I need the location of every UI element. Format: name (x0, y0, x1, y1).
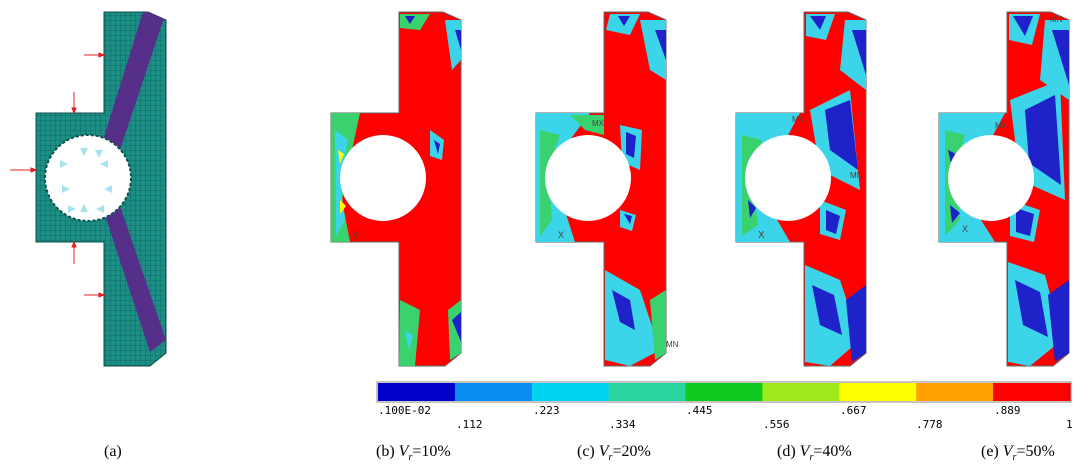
caption-e-sub: r (1012, 452, 1017, 464)
legend-swatch-0 (378, 383, 456, 401)
marker-x-c: X (558, 230, 564, 240)
caption-e-value: =50% (1016, 443, 1055, 460)
legend-tick-7: .778 (916, 418, 943, 431)
legend-swatch-7 (916, 383, 994, 401)
marker-mn-e: MN (1050, 15, 1063, 24)
panel-e-contour: MX MN X (938, 11, 1070, 367)
marker-mx-d: MX (792, 115, 805, 124)
caption-d: (d) Vr=40% (777, 443, 852, 463)
caption-b: (b) Vr=10% (376, 443, 451, 463)
legend-tick-0: .100E-02 (378, 404, 431, 417)
contour-legend (376, 381, 1072, 403)
legend-tick-6: .667 (840, 404, 867, 417)
marker-mn-d: MN (850, 171, 863, 180)
legend-swatch-8 (993, 383, 1071, 401)
inclined-band-lower (102, 206, 166, 352)
caption-c: (c) Vr=20% (577, 443, 651, 463)
legend-swatch-4 (685, 383, 763, 401)
caption-b-sub: r (408, 452, 413, 464)
legend-tick-2: .223 (533, 404, 560, 417)
caption-b-value: =10% (412, 443, 451, 460)
inclined-band-upper (100, 12, 166, 150)
caption-e-var: V (1002, 443, 1013, 460)
legend-swatch-1 (454, 383, 533, 401)
caption-d-sub: r (809, 452, 814, 464)
caption-c-letter: (c) (577, 443, 595, 460)
caption-a: (a) (104, 443, 122, 461)
panel-d-contour: MX MN X (735, 11, 867, 367)
legend-tick-9: 1 (1066, 418, 1073, 431)
caption-d-var: V (799, 443, 810, 460)
panel-c-contour: MX X MN (535, 11, 679, 367)
legend-swatch-2 (531, 383, 610, 401)
panel-b-contour: X (330, 11, 462, 367)
panel-a-mesh-model (10, 11, 167, 367)
legend-swatch-3 (608, 383, 687, 401)
hole (44, 134, 132, 222)
caption-b-letter: (b) (376, 443, 395, 460)
legend-tick-1: .112 (456, 418, 483, 431)
legend-tick-4: .445 (686, 404, 713, 417)
marker-x-d: X (758, 230, 765, 241)
marker-x-b: X (352, 230, 358, 240)
legend-tick-3: .334 (609, 418, 636, 431)
legend-swatch-6 (839, 383, 917, 401)
caption-a-letter: (a) (104, 443, 122, 460)
caption-d-letter: (d) (777, 443, 796, 460)
legend-frame (376, 381, 1072, 403)
load-arrows (10, 52, 106, 298)
caption-c-sub: r (608, 452, 613, 464)
hole-constraint-markers (60, 148, 112, 213)
marker-mx-e: MX (995, 121, 1008, 130)
caption-e-letter: (e) (981, 443, 999, 460)
caption-c-var: V (598, 443, 609, 460)
legend-tick-5: .556 (763, 418, 790, 431)
marker-mn-c: MN (666, 340, 679, 349)
legend-tick-8: .889 (994, 404, 1021, 417)
caption-d-value: =40% (813, 443, 852, 460)
legend-swatch-5 (762, 383, 840, 401)
marker-x-e: X (962, 224, 968, 234)
caption-e: (e) Vr=50% (981, 443, 1055, 463)
marker-mx-c: MX (592, 119, 605, 128)
caption-b-var: V (398, 443, 409, 460)
caption-c-value: =20% (612, 443, 651, 460)
